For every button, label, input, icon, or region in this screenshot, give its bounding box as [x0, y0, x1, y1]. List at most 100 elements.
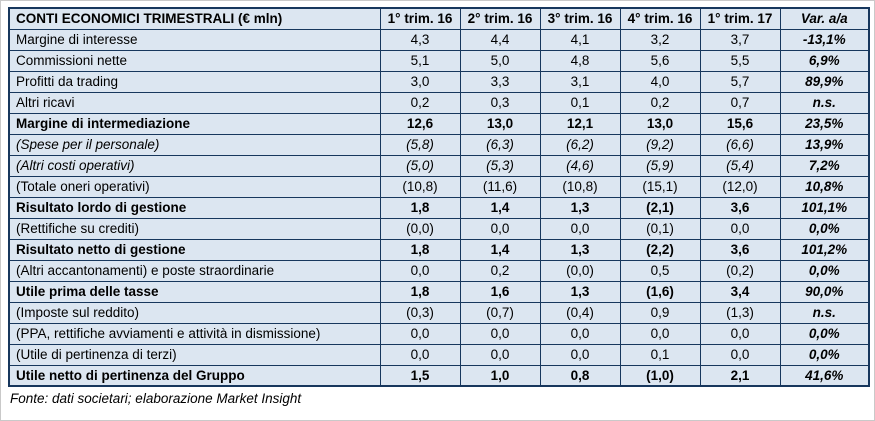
table-row: Profitti da trading 3,0 3,3 3,1 4,0 5,7 89,9%	[8, 70, 870, 93]
row-value: (5,9)	[619, 154, 701, 177]
row-value: (15,1)	[619, 175, 701, 198]
row-value: (0,4)	[539, 301, 621, 324]
row-value: 0,0	[619, 322, 701, 345]
row-value: (5,4)	[699, 154, 781, 177]
row-value: (0,1)	[619, 217, 701, 240]
row-variation: 101,1%	[779, 196, 870, 219]
row-value: 13,0	[619, 112, 701, 135]
row-value: 0,2	[379, 91, 461, 114]
row-value: 1,4	[459, 238, 541, 261]
row-value: 0,1	[539, 91, 621, 114]
row-label: Commissioni nette	[8, 49, 381, 72]
row-variation: 101,2%	[779, 238, 870, 261]
table-row: (Altri costi operativi) (5,0) (5,3) (4,6) (5…	[8, 154, 870, 177]
row-value: (10,8)	[539, 175, 621, 198]
row-value: 0,0	[459, 217, 541, 240]
row-value: 1,4	[459, 196, 541, 219]
row-variation: 6,9%	[779, 49, 870, 72]
row-value: 3,4	[699, 280, 781, 303]
column-header-q1-16: 1° trim. 16	[379, 7, 461, 30]
row-variation: 0,0%	[779, 217, 870, 240]
column-header-q2-16: 2° trim. 16	[459, 7, 541, 30]
row-value: (12,0)	[699, 175, 781, 198]
row-variation: 90,0%	[779, 280, 870, 303]
row-value: 0,0	[379, 259, 461, 282]
row-value: 0,0	[539, 343, 621, 366]
row-value: 0,0	[539, 217, 621, 240]
table-row: (Rettifiche su crediti) (0,0) 0,0 0,0 (0,1) 0…	[8, 217, 870, 240]
table-row: (Imposte sul reddito) (0,3) (0,7) (0,4) 0,9(…	[8, 301, 870, 324]
quarterly-income-statement-table: CONTI ECONOMICI TRIMESTRALI (€ mln) 1° t…	[8, 7, 870, 387]
row-label: (PPA, rettifiche avviamenti e attività i…	[8, 322, 381, 345]
row-variation: 13,9%	[779, 133, 870, 156]
table-row: Risultato netto di gestione 1,8 1,4 1,3 (2,2…	[8, 238, 870, 261]
row-value: (5,3)	[459, 154, 541, 177]
row-variation: 0,0%	[779, 343, 870, 366]
row-value: 5,0	[459, 49, 541, 72]
row-value: (2,2)	[619, 238, 701, 261]
row-label: Margine di interesse	[8, 28, 381, 51]
row-value: 0,0	[459, 343, 541, 366]
row-value: (4,6)	[539, 154, 621, 177]
row-value: 0,0	[539, 322, 621, 345]
row-value: 4,1	[539, 28, 621, 51]
row-value: (11,6)	[459, 175, 541, 198]
row-value: 1,5	[379, 364, 461, 387]
row-label: (Imposte sul reddito)	[8, 301, 381, 324]
row-variation: -13,1%	[779, 28, 870, 51]
source-note: Fonte: dati societari; elaborazione Mark…	[10, 391, 302, 406]
table-row: Utile netto di pertinenza del Gruppo 1,5 1…	[8, 364, 870, 387]
row-variation: 89,9%	[779, 70, 870, 93]
row-value: (9,2)	[619, 133, 701, 156]
row-value: 3,6	[699, 196, 781, 219]
row-value: 0,0	[699, 322, 781, 345]
row-variation: 41,6%	[779, 364, 870, 387]
row-variation: n.s.	[779, 91, 870, 114]
row-value: (5,0)	[379, 154, 461, 177]
row-value: 2,1	[699, 364, 781, 387]
table-row: (PPA, rettifiche avviamenti e attività i…	[8, 322, 870, 345]
row-value: 4,3	[379, 28, 461, 51]
column-header-var-aa: Var. a/a	[779, 7, 870, 30]
table-row: Commissioni nette 5,1 5,0 4,8 5,6 5,5 6,9%	[8, 49, 870, 72]
row-value: 0,0	[699, 343, 781, 366]
row-value: 5,6	[619, 49, 701, 72]
table-row: (Utile di pertinenza di terzi) 0,0 0,0 0,0 0…	[8, 343, 870, 366]
row-label: Risultato lordo di gestione	[8, 196, 381, 219]
row-value: (2,1)	[619, 196, 701, 219]
row-value: 0,0	[379, 343, 461, 366]
row-value: 0,3	[459, 91, 541, 114]
row-variation: 0,0%	[779, 322, 870, 345]
row-value: (0,3)	[379, 301, 461, 324]
row-value: (0,7)	[459, 301, 541, 324]
row-value: 5,7	[699, 70, 781, 93]
row-value: 0,0	[459, 322, 541, 345]
row-value: 0,7	[699, 91, 781, 114]
row-value: 4,4	[459, 28, 541, 51]
row-value: 5,1	[379, 49, 461, 72]
row-value: 1,3	[539, 196, 621, 219]
row-variation: 7,2%	[779, 154, 870, 177]
row-value: (1,0)	[619, 364, 701, 387]
row-value: (0,0)	[539, 259, 621, 282]
row-value: 13,0	[459, 112, 541, 135]
row-value: 15,6	[699, 112, 781, 135]
table-row: Margine di interesse 4,3 4,4 4,1 3,2 3,7 -13,1…	[8, 28, 870, 51]
row-value: 3,1	[539, 70, 621, 93]
row-value: 3,7	[699, 28, 781, 51]
table-title: CONTI ECONOMICI TRIMESTRALI (€ mln)	[8, 7, 381, 30]
table-row: (Totale oneri operativi) (10,8) (11,6) (10,…	[8, 175, 870, 198]
row-value: 0,2	[459, 259, 541, 282]
row-value: 3,2	[619, 28, 701, 51]
row-value: (0,2)	[699, 259, 781, 282]
row-variation: 10,8%	[779, 175, 870, 198]
table-row: Utile prima delle tasse 1,8 1,6 1,3 (1,6) 3,4…	[8, 280, 870, 303]
row-value: 0,0	[699, 217, 781, 240]
row-value: 12,6	[379, 112, 461, 135]
row-label: Utile prima delle tasse	[8, 280, 381, 303]
row-label: Profitti da trading	[8, 70, 381, 93]
row-value: (1,6)	[619, 280, 701, 303]
row-value: 0,8	[539, 364, 621, 387]
row-label: (Totale oneri operativi)	[8, 175, 381, 198]
